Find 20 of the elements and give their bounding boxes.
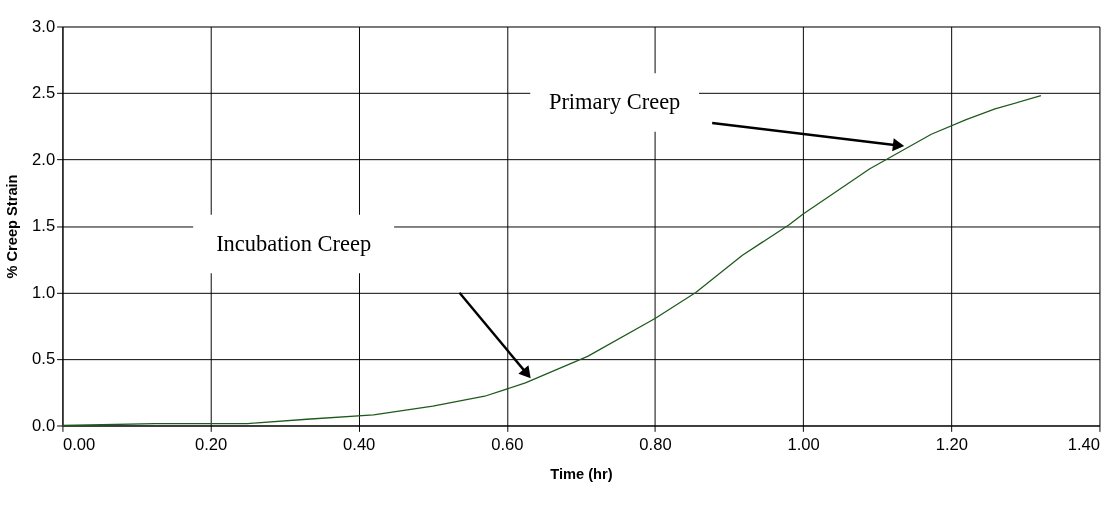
y-axis-title: % Creep Strain [4, 174, 21, 279]
y-tick-label: 1.5 [32, 216, 56, 236]
annotation: Primary Creep [548, 89, 681, 115]
y-tick-label: 0.0 [32, 415, 56, 435]
y-tick-label: 2.5 [32, 83, 56, 103]
y-tick-label: 1.0 [32, 282, 56, 302]
x-tick-label: 1.20 [935, 435, 968, 455]
annotation: Incubation Creep [216, 230, 372, 256]
x-axis-title: Time (hr) [550, 465, 613, 482]
x-tick-label: 0.00 [62, 435, 96, 455]
y-tick-label: 2.0 [32, 149, 56, 169]
x-tick-label: 1.00 [787, 435, 820, 455]
y-tick-label: 3.0 [32, 16, 56, 36]
y-tick-label: 0.5 [32, 349, 56, 369]
x-tick-label: 0.60 [491, 435, 524, 455]
x-tick-label: 0.40 [343, 435, 376, 455]
line-series [61, 95, 1042, 427]
x-tick-label: 0.20 [194, 435, 228, 455]
x-tick-label: 1.40 [1067, 435, 1100, 455]
x-tick-label: 0.80 [639, 435, 672, 455]
